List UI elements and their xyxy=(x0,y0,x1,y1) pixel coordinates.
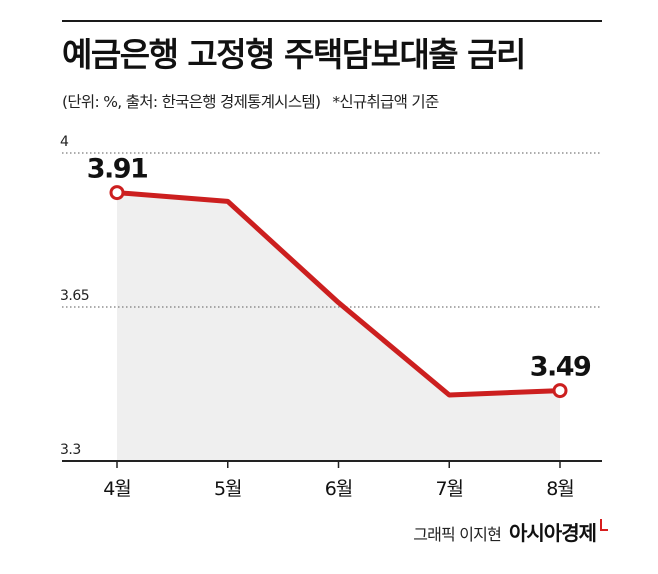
brand-logo: 아시아경제 xyxy=(509,521,597,545)
footer: 그래픽 이지현 아시아경제 xyxy=(413,517,608,546)
data-label: 3.49 xyxy=(530,352,591,383)
basis-note: *신규취급액 기준 xyxy=(332,93,439,111)
data-point-marker xyxy=(109,185,125,201)
subtitle-row: (단위: %, 출처: 한국은행 경제통계시스템) *신규취급액 기준 xyxy=(62,90,439,112)
x-tick-label: 5월 xyxy=(214,478,242,500)
x-tick-label: 7월 xyxy=(435,478,463,500)
data-label: 3.91 xyxy=(87,154,148,185)
top-rule xyxy=(62,20,602,22)
x-tick-label: 4월 xyxy=(103,478,131,500)
brand-mark-icon xyxy=(600,519,608,531)
data-point-marker xyxy=(552,383,568,399)
y-tick-label: 3.65 xyxy=(60,288,89,304)
source-text: (단위: %, 출처: 한국은행 경제통계시스템) xyxy=(62,93,321,111)
chart-title: 예금은행 고정형 주택담보대출 금리 xyxy=(62,35,526,74)
graphic-credit: 그래픽 이지현 xyxy=(413,525,502,544)
series-line xyxy=(114,190,563,398)
x-tick-label: 8월 xyxy=(546,478,574,500)
area-fill xyxy=(117,192,560,461)
x-tick-label: 6월 xyxy=(325,478,353,500)
y-tick-label: 4 xyxy=(60,134,69,150)
y-tick-label: 3.3 xyxy=(60,442,81,458)
